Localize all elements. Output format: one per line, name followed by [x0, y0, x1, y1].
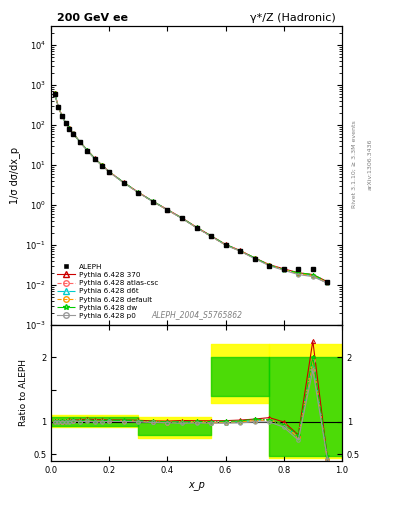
Legend: ALEPH, Pythia 6.428 370, Pythia 6.428 atlas-csc, Pythia 6.428 d6t, Pythia 6.428 : ALEPH, Pythia 6.428 370, Pythia 6.428 at…: [55, 262, 160, 321]
ALEPH: [92, 156, 97, 162]
ALEPH: [325, 279, 330, 285]
Y-axis label: 1/σ dσ/dx_p: 1/σ dσ/dx_p: [9, 146, 20, 204]
Text: γ*/Z (Hadronic): γ*/Z (Hadronic): [250, 13, 336, 23]
ALEPH: [310, 266, 315, 272]
Y-axis label: Ratio to ALEPH: Ratio to ALEPH: [18, 359, 28, 426]
Text: Rivet 3.1.10; ≥ 3.3M events: Rivet 3.1.10; ≥ 3.3M events: [352, 120, 357, 208]
ALEPH: [194, 224, 199, 230]
ALEPH: [151, 199, 155, 205]
ALEPH: [223, 242, 228, 248]
X-axis label: x_p: x_p: [188, 480, 205, 490]
ALEPH: [180, 215, 184, 221]
Text: arXiv:1306.3436: arXiv:1306.3436: [367, 138, 373, 189]
ALEPH: [281, 266, 286, 272]
ALEPH: [165, 207, 170, 213]
ALEPH: [52, 91, 57, 97]
ALEPH: [67, 125, 72, 132]
ALEPH: [63, 120, 68, 126]
Text: 200 GeV ee: 200 GeV ee: [57, 13, 128, 23]
ALEPH: [59, 113, 64, 119]
ALEPH: [107, 169, 112, 175]
ALEPH: [252, 255, 257, 262]
Line: ALEPH: ALEPH: [52, 91, 330, 284]
ALEPH: [56, 104, 61, 110]
ALEPH: [209, 233, 213, 239]
ALEPH: [85, 148, 90, 154]
ALEPH: [121, 180, 126, 186]
ALEPH: [267, 263, 272, 269]
ALEPH: [296, 266, 301, 272]
ALEPH: [78, 139, 83, 145]
Text: ALEPH_2004_S5765862: ALEPH_2004_S5765862: [151, 310, 242, 319]
ALEPH: [71, 131, 75, 137]
ALEPH: [136, 189, 141, 196]
ALEPH: [238, 248, 242, 254]
ALEPH: [100, 162, 105, 168]
